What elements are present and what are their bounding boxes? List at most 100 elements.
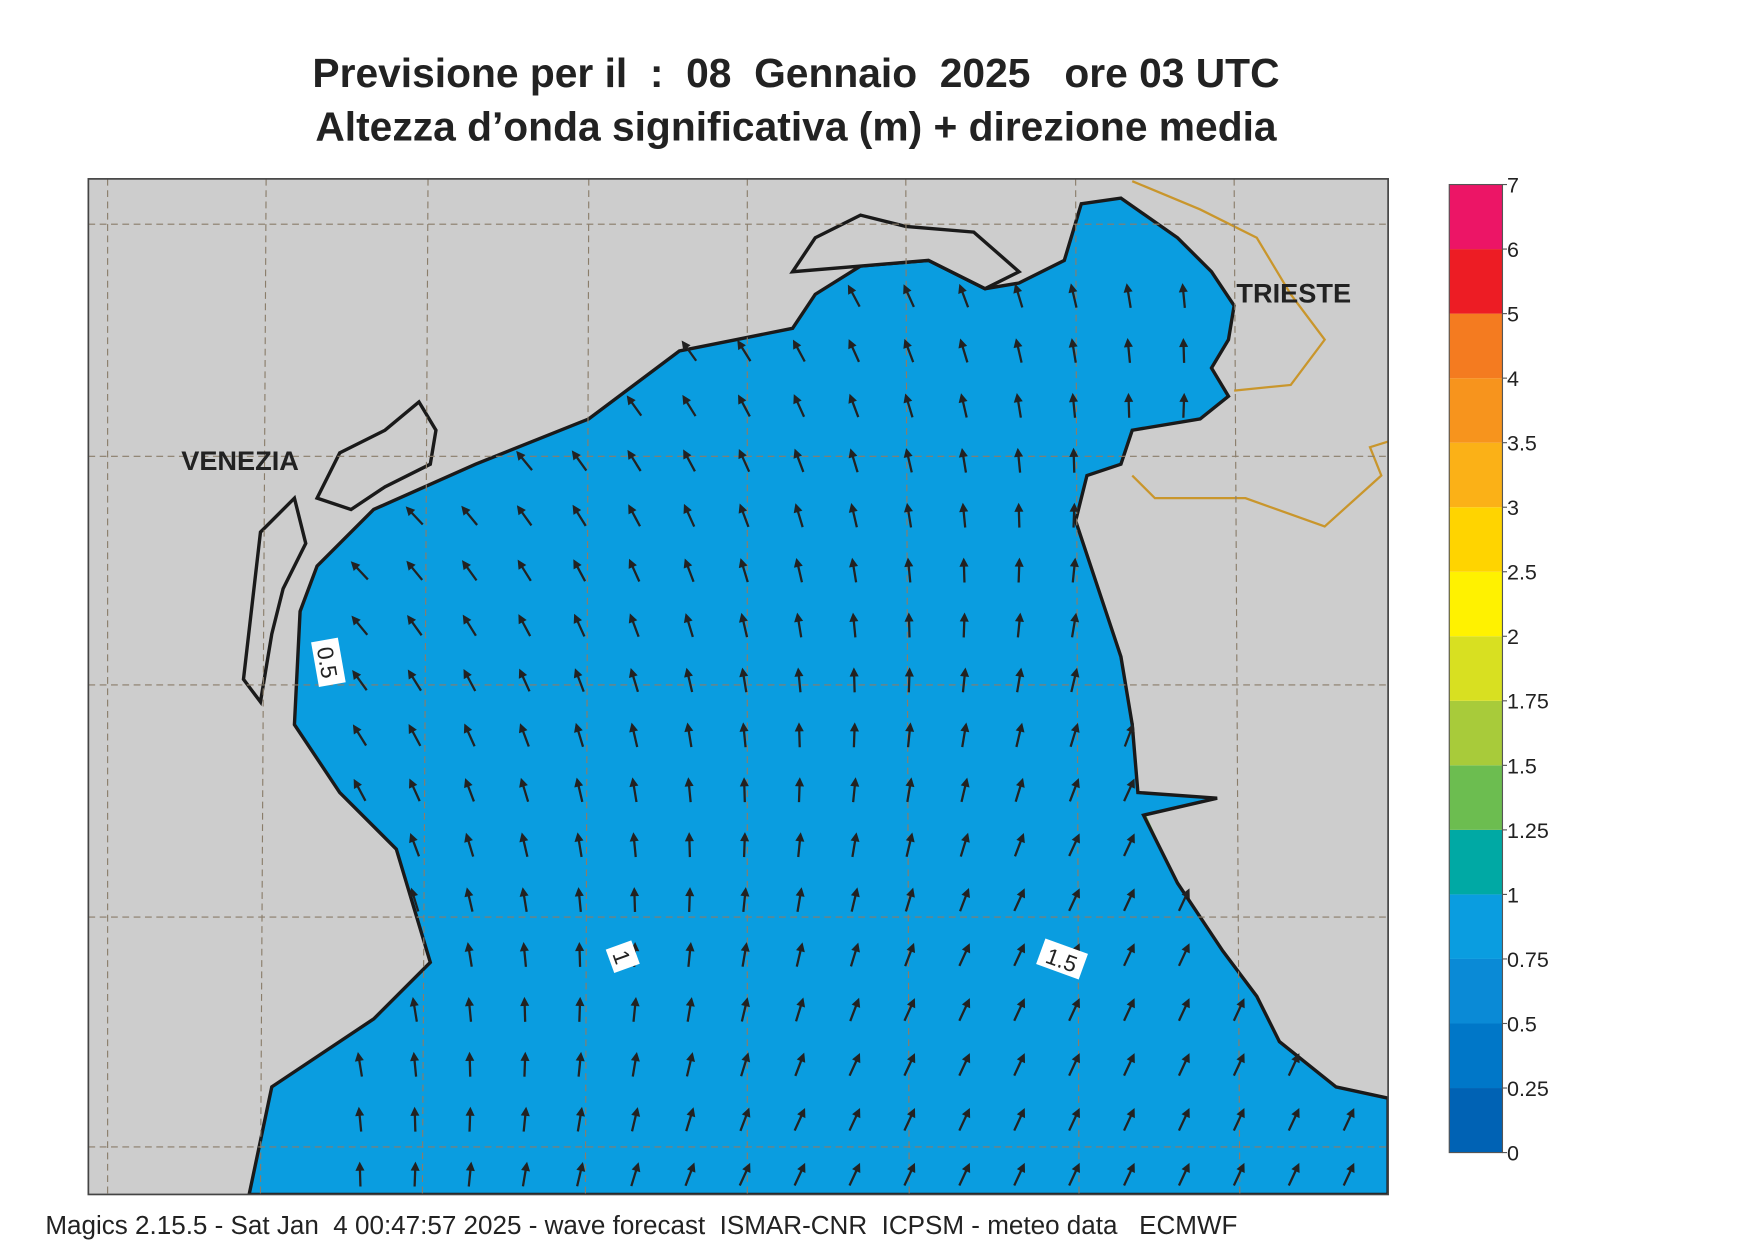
arrow-head <box>683 449 692 460</box>
arrow-head <box>409 833 418 844</box>
arrow <box>410 1161 420 1187</box>
arrow-head <box>1346 1107 1355 1119</box>
arrow <box>1123 1162 1135 1186</box>
arrow-head <box>1068 338 1078 348</box>
arrow <box>1068 1162 1080 1186</box>
arrow-head <box>960 667 970 677</box>
arrow-head <box>850 777 860 787</box>
arrow-head <box>738 394 747 405</box>
arrow-head <box>960 777 970 788</box>
arrow <box>683 558 695 583</box>
arrow <box>1177 1107 1190 1132</box>
colorbar-tick-label: 0.5 <box>1507 1012 1537 1036</box>
arrow-head <box>686 1052 696 1063</box>
arrow-head <box>1179 337 1189 348</box>
arrow-head <box>1291 1162 1300 1174</box>
arrow <box>355 1106 365 1132</box>
arrow-head <box>1181 1162 1190 1174</box>
arrow <box>794 997 806 1022</box>
arrow <box>905 722 915 748</box>
colorbar-segment <box>1449 571 1503 637</box>
arrow <box>1177 888 1190 912</box>
arrow <box>1287 1053 1300 1077</box>
arrow <box>903 284 915 308</box>
arrow <box>1014 502 1024 528</box>
arrow <box>1068 888 1080 912</box>
arrow-head <box>405 506 416 517</box>
arrow <box>1123 888 1135 912</box>
arrow <box>516 505 533 527</box>
arrow <box>1068 998 1080 1022</box>
arrow <box>903 393 914 418</box>
arrow-head <box>520 1106 530 1117</box>
arrow-head <box>1179 392 1189 403</box>
arrow <box>795 887 805 913</box>
colorbar-frame <box>1448 183 1504 1154</box>
arrow <box>517 559 532 582</box>
arrow <box>740 887 750 913</box>
arrow <box>353 778 367 802</box>
arrow <box>628 504 641 527</box>
arrow-head <box>626 395 636 406</box>
arrow <box>738 448 751 473</box>
arrow-head <box>351 615 361 626</box>
arrow-head <box>903 284 912 295</box>
arrow <box>521 1161 531 1187</box>
arrow <box>740 997 750 1022</box>
arrow <box>849 997 861 1022</box>
colorbar-segment <box>1449 313 1503 379</box>
arrow <box>960 667 970 693</box>
colorbar-tick-label: 0.75 <box>1507 948 1549 972</box>
arrow <box>575 941 585 967</box>
colorbar-segment <box>1449 1023 1503 1089</box>
arrow <box>848 1053 861 1077</box>
arrow <box>352 724 368 747</box>
arrow-head <box>793 394 802 405</box>
arrow <box>1014 557 1024 583</box>
arrow-head <box>1126 833 1135 844</box>
arrow <box>1013 393 1023 418</box>
arrow <box>793 557 804 583</box>
arrow <box>739 667 749 693</box>
arrow-head <box>353 778 362 789</box>
arrow <box>1342 1162 1355 1186</box>
arrow <box>1015 667 1025 693</box>
arrow-head <box>849 612 859 623</box>
arrow <box>903 502 913 528</box>
arrow-head <box>686 1107 696 1118</box>
arrow <box>354 1051 364 1077</box>
arrow <box>1287 1107 1300 1132</box>
arrow-head <box>1236 1162 1245 1174</box>
arrow-head <box>1014 447 1024 458</box>
colorbar-segment <box>1449 184 1503 250</box>
arrow-head <box>628 558 637 569</box>
arrow <box>795 832 805 858</box>
arrow-head <box>464 942 474 952</box>
arrow-head <box>1123 338 1133 348</box>
arrow <box>406 560 424 581</box>
colorbar-segment <box>1449 829 1503 895</box>
arrow <box>1013 1162 1026 1186</box>
arrow-head <box>519 887 529 897</box>
arrow-head <box>684 667 693 678</box>
arrow-head <box>1069 447 1079 457</box>
arrow-head <box>576 1106 585 1117</box>
arrow <box>574 887 584 913</box>
arrow-head <box>1181 1053 1190 1064</box>
arrow-head <box>409 778 418 789</box>
arrow <box>462 614 477 637</box>
arrow-head <box>410 1106 420 1116</box>
arrow <box>628 613 640 638</box>
arrow <box>1068 833 1080 857</box>
arrow-head <box>739 667 749 678</box>
arrow <box>684 722 694 748</box>
arrow <box>1123 998 1135 1022</box>
arrow-head <box>631 1107 641 1117</box>
colorbar-segment <box>1449 894 1503 959</box>
arrow <box>960 777 970 803</box>
arrow <box>849 942 860 967</box>
arrow <box>794 722 804 748</box>
arrow-head <box>1126 1162 1135 1174</box>
arrow-head <box>1016 1053 1026 1064</box>
arrow <box>1013 1053 1026 1077</box>
